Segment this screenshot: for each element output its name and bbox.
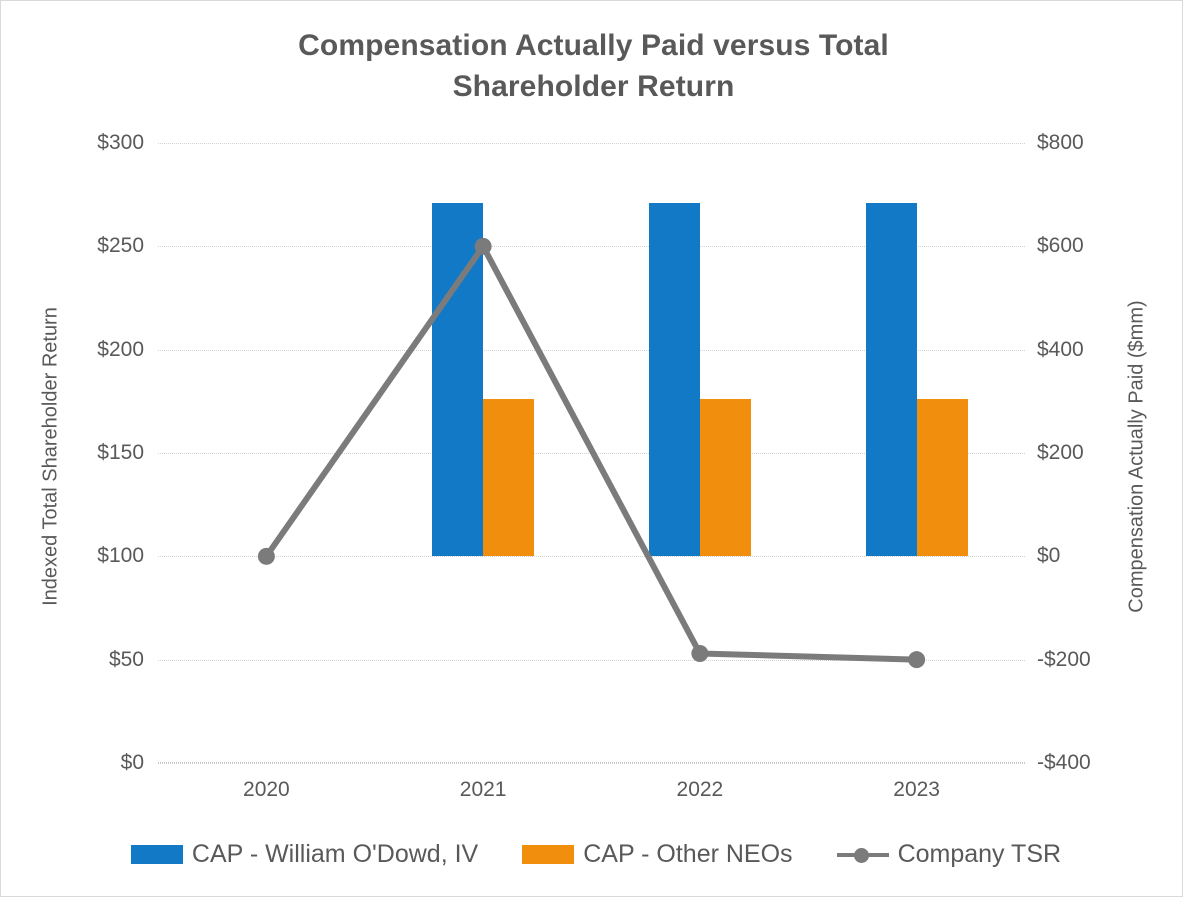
y-axis-right-ticks: -$400 -$200 $0 $200 $400 $600 $800 [1037,132,1167,773]
chart-title-line-2: Shareholder Return [452,70,735,103]
y-axis-left-tick-label: $50 [108,647,144,671]
legend-item-label: CAP - Other NEOs [583,839,793,868]
y-axis-left-tick-label: $100 [97,544,144,568]
plot-area [158,143,1025,764]
chart-legend: CAP - William O'Dowd, IV CAP - Other NEOs… [91,834,1101,874]
y-axis-left-ticks: $0 $50 $100 $150 $200 $250 $300 [1,132,144,773]
y-axis-left-tick-label: $200 [97,337,144,361]
bar-cap-other-neos [699,399,751,557]
y-axis-left-tick-label: $250 [97,234,144,258]
gridline [158,556,1025,558]
legend-item-label: CAP - William O'Dowd, IV [191,839,479,868]
bar-cap-other-neos [483,399,535,557]
y-axis-right-tick-label: $0 [1037,544,1061,568]
x-axis-tick-label: 2021 [459,778,507,801]
y-axis-right-tick-label: -$400 [1037,751,1091,774]
bar-cap-other-neos [916,399,968,557]
legend-color-swatch-icon [130,844,183,864]
x-axis-line [158,762,1025,763]
x-axis-tick-label: 2023 [893,778,940,801]
gridline [158,763,1025,764]
bar-cap-ceo [865,203,917,557]
legend-item[interactable]: CAP - William O'Dowd, IV [130,839,479,868]
y-axis-right-tick-label: $600 [1037,234,1084,258]
bar-cap-ceo [648,203,700,557]
y-axis-right-tick-label: $800 [1037,131,1084,154]
y-axis-right-tick-label: -$200 [1037,647,1091,671]
y-axis-left-tick-label: $300 [97,131,144,154]
x-axis-tick-label: 2020 [243,778,290,801]
x-axis-ticks: 2020 2021 2022 2023 [158,779,1025,811]
y-axis-right-tick-label: $200 [1037,441,1084,464]
legend-item-label: Company TSR [897,839,1062,868]
y-axis-left-tick-label: $0 [120,751,144,774]
x-axis-tick-label: 2022 [676,778,724,801]
gridline [158,659,1025,661]
gridline [158,143,1025,144]
y-axis-left-tick-label: $150 [97,441,144,464]
bar-cap-ceo [432,203,484,557]
chart-title: Compensation Actually Paid versus Total … [151,25,1036,107]
legend-item[interactable]: CAP - Other NEOs [522,839,793,868]
legend-item[interactable]: Company TSR [836,839,1062,868]
legend-color-swatch-icon [522,844,575,864]
y-axis-right-tick-label: $400 [1037,337,1084,361]
legend-line-marker-icon [836,845,889,864]
chart-title-line-1: Compensation Actually Paid versus Total [298,29,889,62]
